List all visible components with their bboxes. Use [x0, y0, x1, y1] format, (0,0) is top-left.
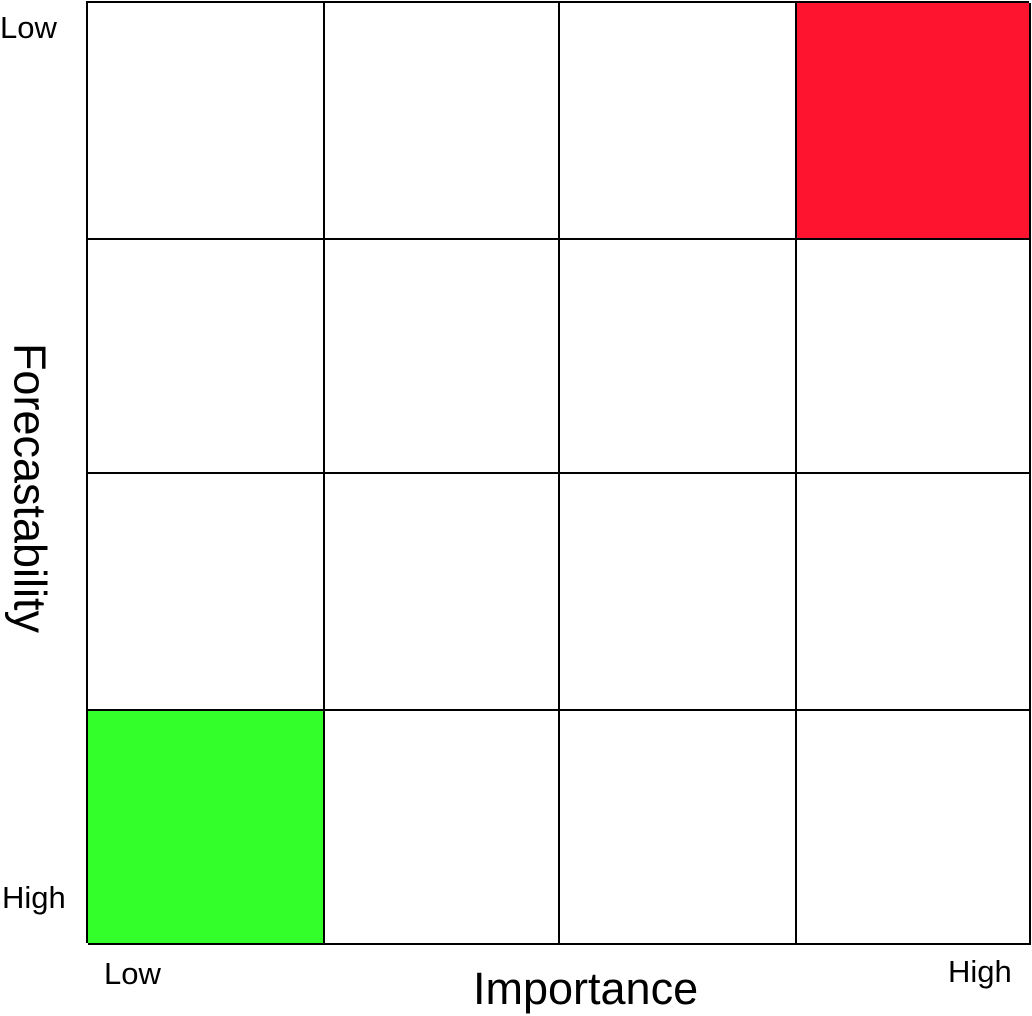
matrix-cell-r3-c4 — [797, 474, 1031, 711]
x-axis-high-label: High — [948, 954, 1012, 989]
matrix-cell-r2-c3 — [560, 240, 797, 474]
matrix-cell-r2-c1 — [88, 240, 325, 474]
matrix-cell-r3-c2 — [325, 474, 560, 711]
matrix-grid — [86, 1, 1031, 945]
matrix-cell-r3-c3 — [560, 474, 797, 711]
x-axis-title: Importance — [473, 963, 699, 1014]
matrix-cell-r2-c2 — [325, 240, 560, 474]
x-axis-low-label: Low — [104, 956, 161, 991]
matrix-cell-r4-c1 — [88, 711, 325, 945]
y-axis-title: Forecastability — [4, 342, 56, 634]
matrix-cell-r1-c2 — [325, 3, 560, 240]
matrix-cell-r1-c3 — [560, 3, 797, 240]
y-axis-low-label: Low — [0, 10, 57, 45]
matrix-cell-r1-c1 — [88, 3, 325, 240]
matrix-cell-r3-c1 — [88, 474, 325, 711]
matrix-cell-r4-c2 — [325, 711, 560, 945]
matrix-cell-r1-c4 — [797, 3, 1031, 240]
y-axis-high-label: High — [2, 880, 66, 915]
matrix-cell-r4-c3 — [560, 711, 797, 945]
matrix-cell-r2-c4 — [797, 240, 1031, 474]
matrix-cell-r4-c4 — [797, 711, 1031, 945]
